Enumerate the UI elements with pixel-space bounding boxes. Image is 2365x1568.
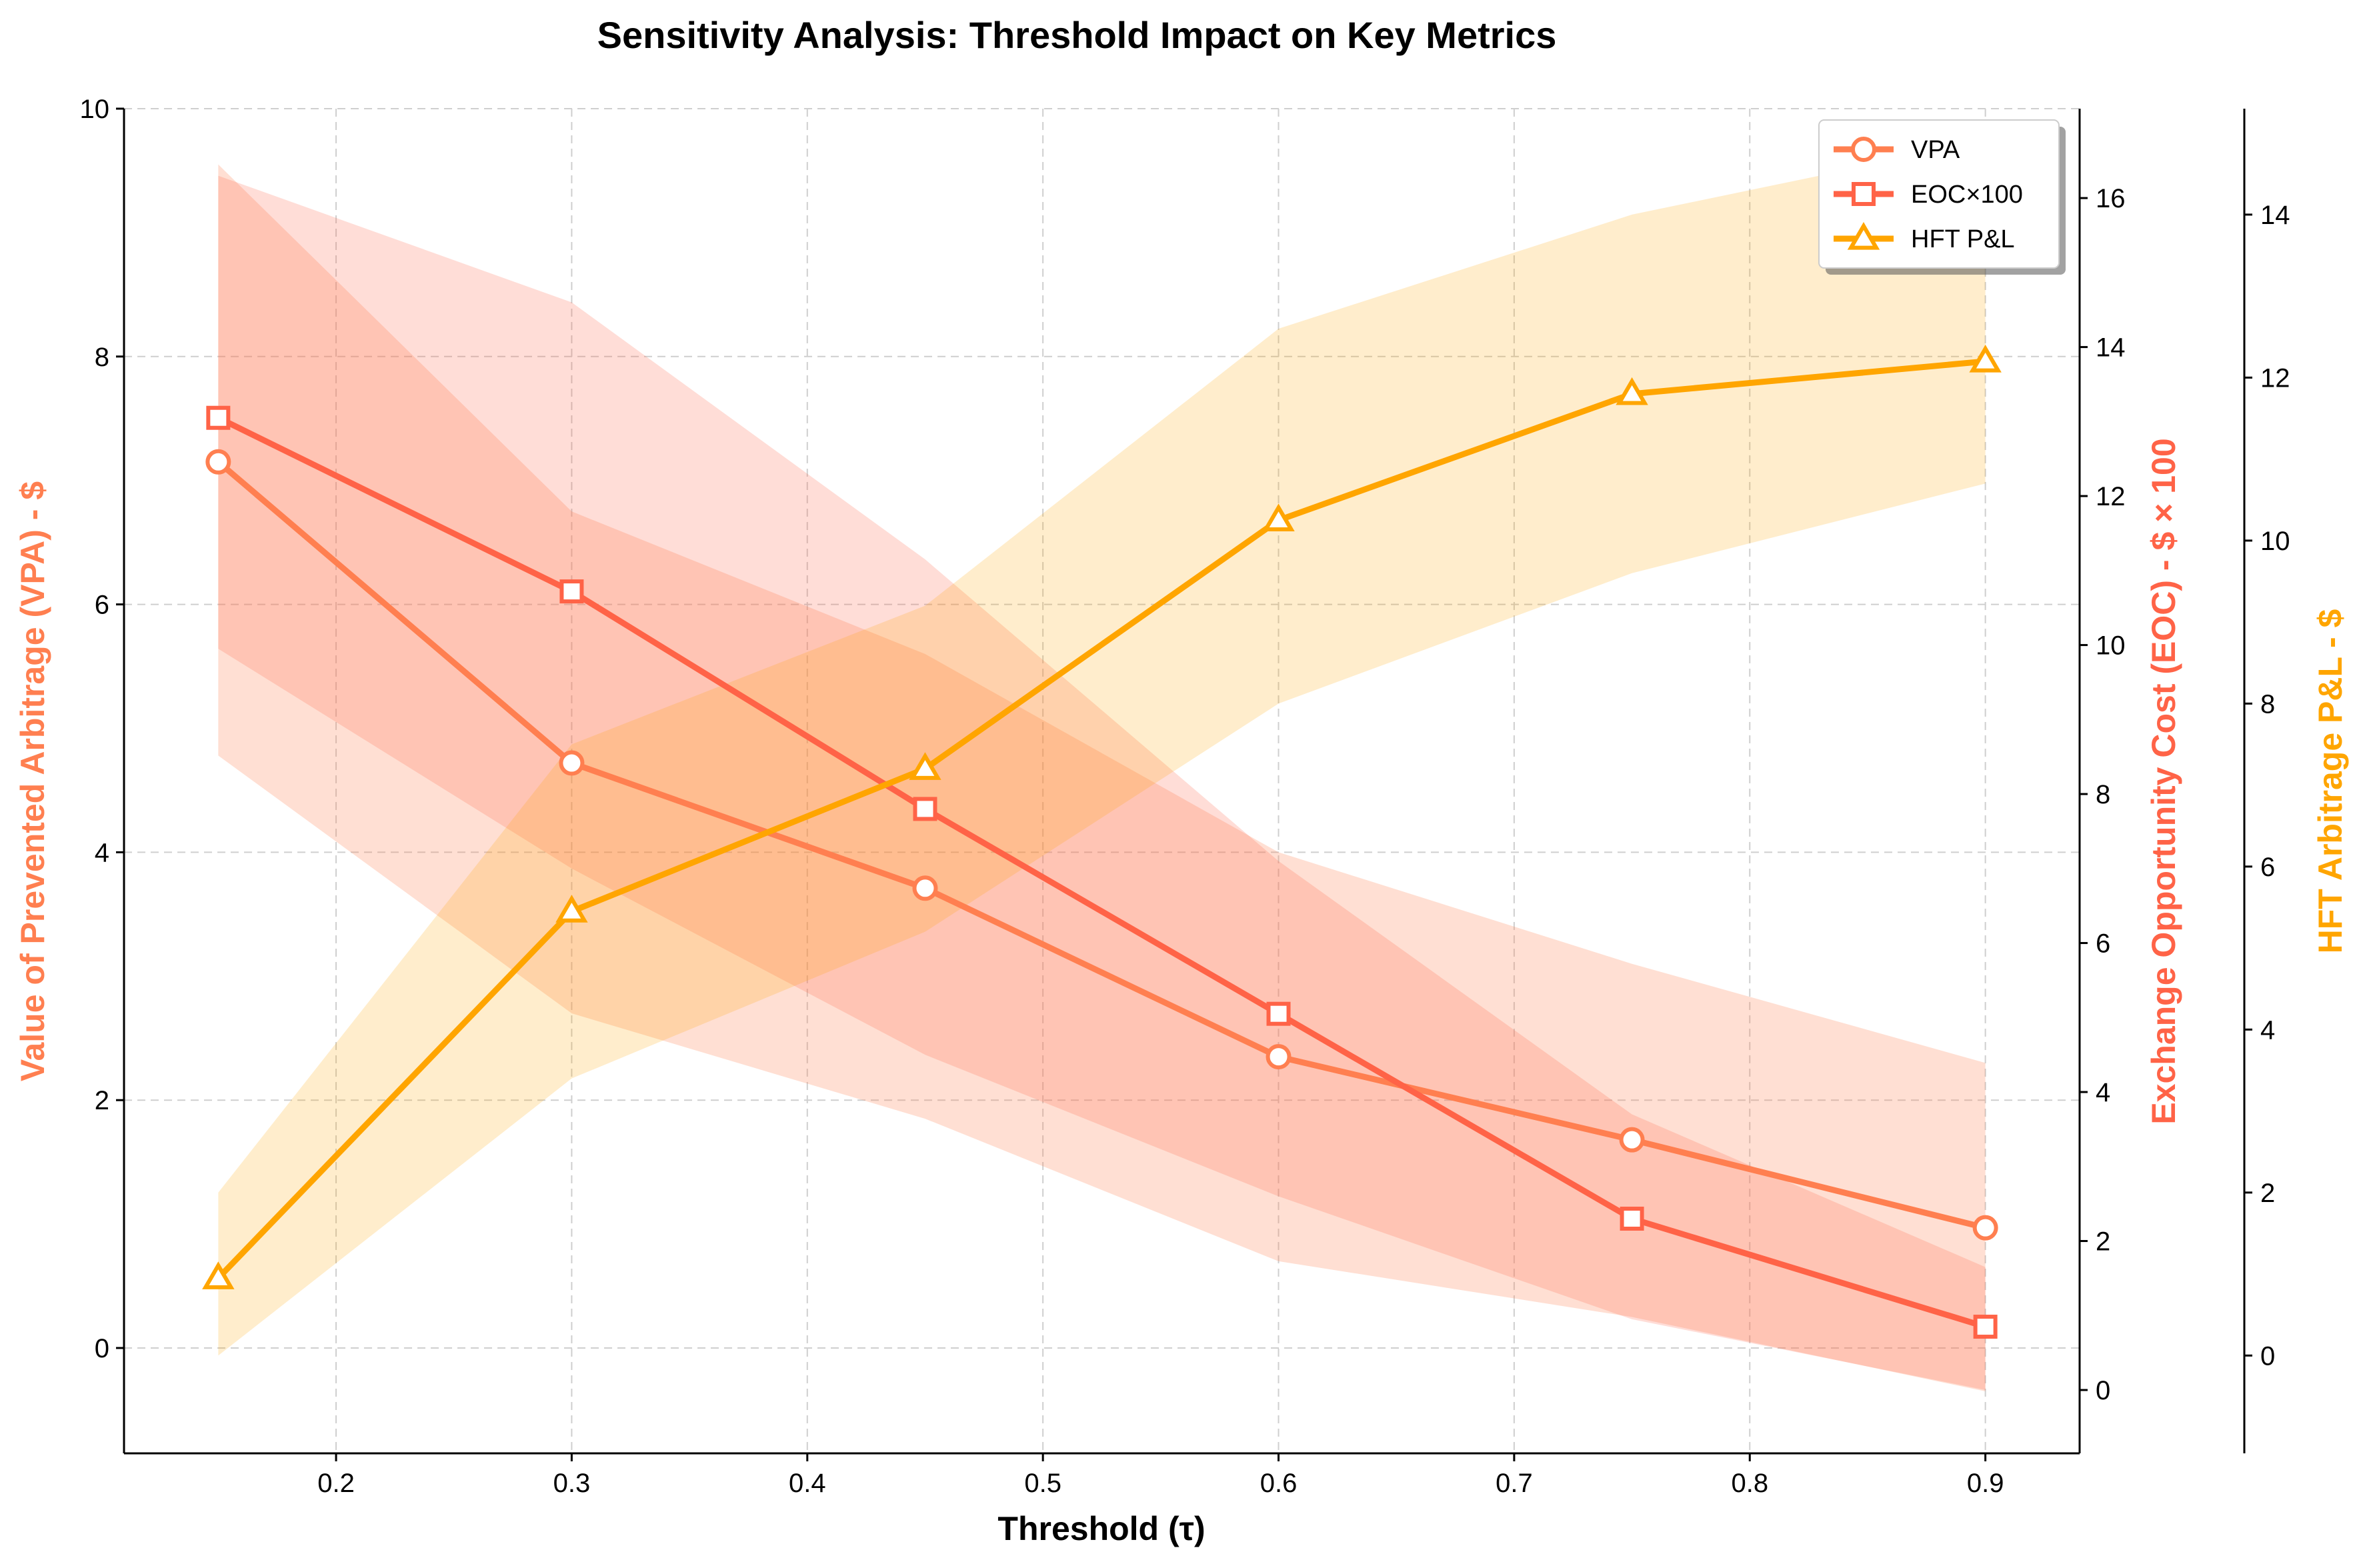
legend-marker [1847,222,1880,250]
y-axis-label-right: Exchange Opportunity Cost (EOC) - $ × 10… [2145,438,2182,1124]
x-tick-label: 0.8 [1731,1469,1768,1498]
y-right2-tick-label: 12 [2260,363,2290,393]
y-right2-tick-label: 6 [2260,853,2275,882]
legend-label: VPA [1911,136,1960,164]
y-right2-tick-label: 10 [2260,527,2290,556]
point-triangle [1262,503,1295,532]
point-circle [1972,1215,1998,1241]
x-tick-label: 0.9 [1967,1469,2004,1498]
y-right-tick-label: 10 [2096,631,2126,661]
point-triangle [555,895,588,923]
line-triangle [215,358,1989,1281]
y-right-tick-label: 4 [2096,1078,2110,1107]
y-left-tick-label: 6 [95,591,109,620]
line-square [215,415,1989,1330]
legend-label: EOC×100 [1911,181,2023,209]
series-markers [202,344,2002,1339]
confidence-bands [218,141,1986,1392]
y-right-tick-label: 12 [2096,482,2126,511]
point-triangle [1969,344,2002,373]
y-right2-tick-label: 0 [2260,1341,2275,1371]
series-lines [215,358,1989,1330]
y-right-tick-label: 8 [2096,780,2110,809]
ticks: 0.2 0.3 0.4 0.5 0.6 0.7 0.8 0.9 0 2 4 6 8 10 0 2 4 6 8 10 12… [80,95,2290,1498]
point-square [913,797,937,821]
y-right-tick-label: 0 [2096,1376,2110,1405]
point-triangle [1616,377,1648,405]
y-right2-tick-label: 8 [2260,689,2275,719]
x-tick-label: 0.7 [1496,1469,1533,1498]
y-left-tick-label: 8 [95,343,109,372]
y-axis-label-right2: HFT Arbitrage P&L - $ [2312,609,2349,953]
point-square [1266,1001,1291,1026]
point-circle [1619,1127,1645,1153]
chart-title: Sensitivity Analysis: Threshold Impact o… [597,14,1557,56]
point-circle [1266,1044,1292,1070]
point-square [1973,1315,1998,1339]
band-triangle [218,141,1986,1356]
line-circle [215,459,1989,1231]
y-right-tick-label: 6 [2096,929,2110,959]
y-left-tick-label: 10 [80,95,110,124]
y-left-tick-label: 0 [95,1334,109,1363]
grid [124,108,2080,1453]
y-right2-tick-label: 14 [2260,201,2290,230]
x-tick-label: 0.5 [1024,1469,1061,1498]
band-square [218,175,1986,1391]
y-right2-tick-label: 4 [2260,1015,2275,1045]
point-circle [912,875,938,901]
axes [123,109,2246,1455]
legend-marker [1852,182,1876,206]
point-square [206,405,231,430]
y-left-tick-label: 4 [95,838,109,867]
band-circle [218,164,1986,1392]
y-left-tick-label: 2 [95,1086,109,1115]
point-circle [559,750,585,776]
x-tick-label: 0.3 [553,1469,591,1498]
point-square [559,579,584,604]
y-right-tick-label: 14 [2096,333,2126,363]
x-tick-label: 0.4 [789,1469,826,1498]
legend-marker [1851,137,1876,162]
legend-box [1818,119,2060,269]
point-square [1620,1207,1644,1231]
y-right-tick-label: 16 [2096,184,2126,213]
point-circle [205,449,231,475]
y-right-tick-label: 2 [2096,1227,2110,1257]
legend: VPA EOC×100 HFT P&L [1818,119,2066,275]
x-tick-label: 0.6 [1260,1469,1298,1498]
x-axis-label: Threshold (τ) [997,1510,1205,1547]
point-triangle [909,752,941,780]
y-axis-label-left: Value of Prevented Arbitrage (VPA) - $ [14,481,51,1081]
x-tick-label: 0.2 [317,1469,355,1498]
point-triangle [202,1261,235,1289]
y-right2-tick-label: 2 [2260,1179,2275,1208]
legend-label: HFT P&L [1911,225,2015,253]
